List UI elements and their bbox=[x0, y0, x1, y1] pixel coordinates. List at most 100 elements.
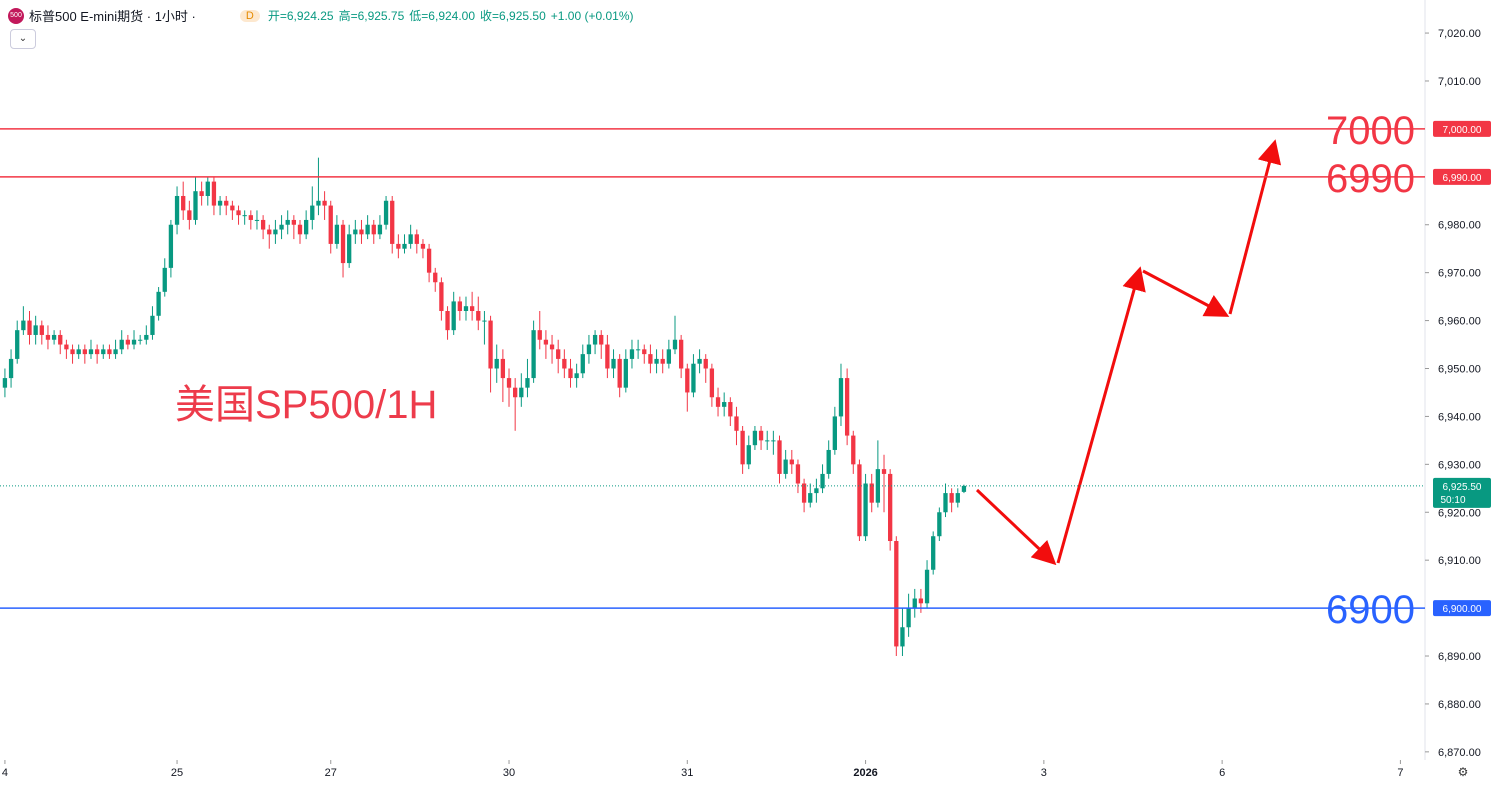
candle-body bbox=[408, 234, 413, 244]
candle-body bbox=[592, 334, 598, 345]
candle-body bbox=[125, 339, 131, 345]
x-tick-label: 3 bbox=[1041, 767, 1047, 779]
candle-body bbox=[685, 368, 690, 393]
candle-body bbox=[371, 224, 376, 235]
candle-body bbox=[531, 330, 536, 379]
candle-body bbox=[605, 344, 610, 369]
candle-body bbox=[113, 349, 118, 355]
candle-body bbox=[347, 234, 352, 264]
candle-body bbox=[187, 210, 192, 220]
candle-body bbox=[937, 512, 942, 537]
candle-body bbox=[820, 473, 825, 489]
candle-body bbox=[789, 459, 794, 465]
candle-body bbox=[851, 435, 856, 465]
level-badge-label: 7,000.00 bbox=[1443, 125, 1482, 136]
candle-body bbox=[76, 349, 81, 355]
candle-body bbox=[519, 387, 524, 398]
candle-body bbox=[881, 469, 887, 474]
candle-body bbox=[248, 215, 253, 220]
candle-body bbox=[752, 430, 758, 446]
candle-body bbox=[439, 282, 444, 311]
candle-body bbox=[420, 243, 426, 249]
last-price-badge bbox=[1433, 477, 1491, 508]
level-label: 6990 bbox=[1326, 157, 1415, 201]
candle-body bbox=[832, 416, 837, 450]
candle-body bbox=[254, 219, 260, 221]
candle-body bbox=[45, 334, 51, 340]
candle-body bbox=[771, 440, 776, 442]
candle-body bbox=[635, 349, 641, 351]
candle-body bbox=[138, 339, 143, 341]
x-tick-label: 7 bbox=[1397, 767, 1403, 779]
candle-body bbox=[433, 272, 438, 283]
x-tick-label: 25 bbox=[171, 767, 183, 779]
candle-body bbox=[746, 445, 751, 465]
candle-body bbox=[469, 306, 475, 311]
x-tick-label: 4 bbox=[2, 767, 8, 779]
candle-body bbox=[795, 464, 801, 484]
candle-body bbox=[297, 224, 303, 235]
candle-body bbox=[273, 229, 278, 235]
y-tick-label: 6,920.00 bbox=[1438, 507, 1481, 519]
candle-body bbox=[353, 229, 358, 235]
candle-body bbox=[562, 358, 567, 369]
candle-body bbox=[611, 358, 616, 369]
candle-body bbox=[857, 464, 862, 537]
arrow bbox=[1142, 269, 1230, 317]
candle-body bbox=[758, 430, 764, 441]
candle-body bbox=[500, 358, 506, 379]
candle-body bbox=[119, 339, 124, 350]
candle-body bbox=[328, 205, 333, 244]
candle-body bbox=[260, 219, 266, 230]
collapse-button[interactable]: ⌄ bbox=[10, 29, 36, 49]
candle-body bbox=[193, 191, 198, 220]
level-badge bbox=[1433, 120, 1491, 137]
candle-body bbox=[181, 195, 186, 211]
candle-body bbox=[918, 598, 924, 604]
candle-body bbox=[709, 368, 715, 398]
x-tick-label: 31 bbox=[681, 767, 693, 779]
level-label: 7000 bbox=[1326, 109, 1415, 153]
candle-body bbox=[549, 344, 555, 350]
candle-body bbox=[949, 493, 954, 503]
y-tick-label: 6,940.00 bbox=[1438, 411, 1481, 423]
y-tick-label: 6,890.00 bbox=[1438, 651, 1481, 663]
level-badge-label: 6,900.00 bbox=[1443, 604, 1482, 615]
candle-body bbox=[740, 430, 745, 465]
candle-body bbox=[359, 229, 364, 235]
candle-body bbox=[291, 219, 297, 225]
candle-body bbox=[482, 320, 487, 322]
annotation: 美国SP500/1H bbox=[175, 383, 437, 427]
candle-body bbox=[64, 344, 69, 350]
candle-body bbox=[236, 210, 241, 216]
candle-body bbox=[285, 219, 290, 225]
candle-body bbox=[617, 358, 622, 388]
candle-body bbox=[396, 243, 401, 249]
candle-body bbox=[15, 330, 20, 359]
candle-body bbox=[844, 378, 850, 436]
arrow bbox=[975, 488, 1057, 566]
x-tick-label: 27 bbox=[325, 767, 337, 779]
candle-body bbox=[488, 320, 493, 369]
candle-body bbox=[513, 387, 518, 398]
candle-body bbox=[777, 440, 782, 474]
candle-body bbox=[279, 224, 284, 230]
arrow bbox=[1228, 139, 1282, 315]
candle-body bbox=[211, 181, 217, 206]
level-badge-label: 6,990.00 bbox=[1443, 173, 1482, 184]
candle-body bbox=[654, 358, 659, 364]
candle-body bbox=[648, 354, 653, 364]
candle-body bbox=[168, 224, 174, 268]
candle-body bbox=[390, 200, 395, 244]
candle-body bbox=[402, 243, 407, 249]
candle-body bbox=[174, 195, 180, 225]
y-tick-label: 7,020.00 bbox=[1438, 28, 1481, 40]
x-tick-label: 2026 bbox=[853, 767, 877, 779]
arrow bbox=[1056, 266, 1146, 564]
settings-icon[interactable]: ⚙ bbox=[1458, 765, 1469, 779]
candle-body bbox=[906, 608, 911, 628]
candle-body bbox=[888, 473, 893, 542]
candle-body bbox=[728, 402, 733, 417]
candle-body bbox=[131, 339, 137, 345]
candle-body bbox=[931, 536, 936, 570]
